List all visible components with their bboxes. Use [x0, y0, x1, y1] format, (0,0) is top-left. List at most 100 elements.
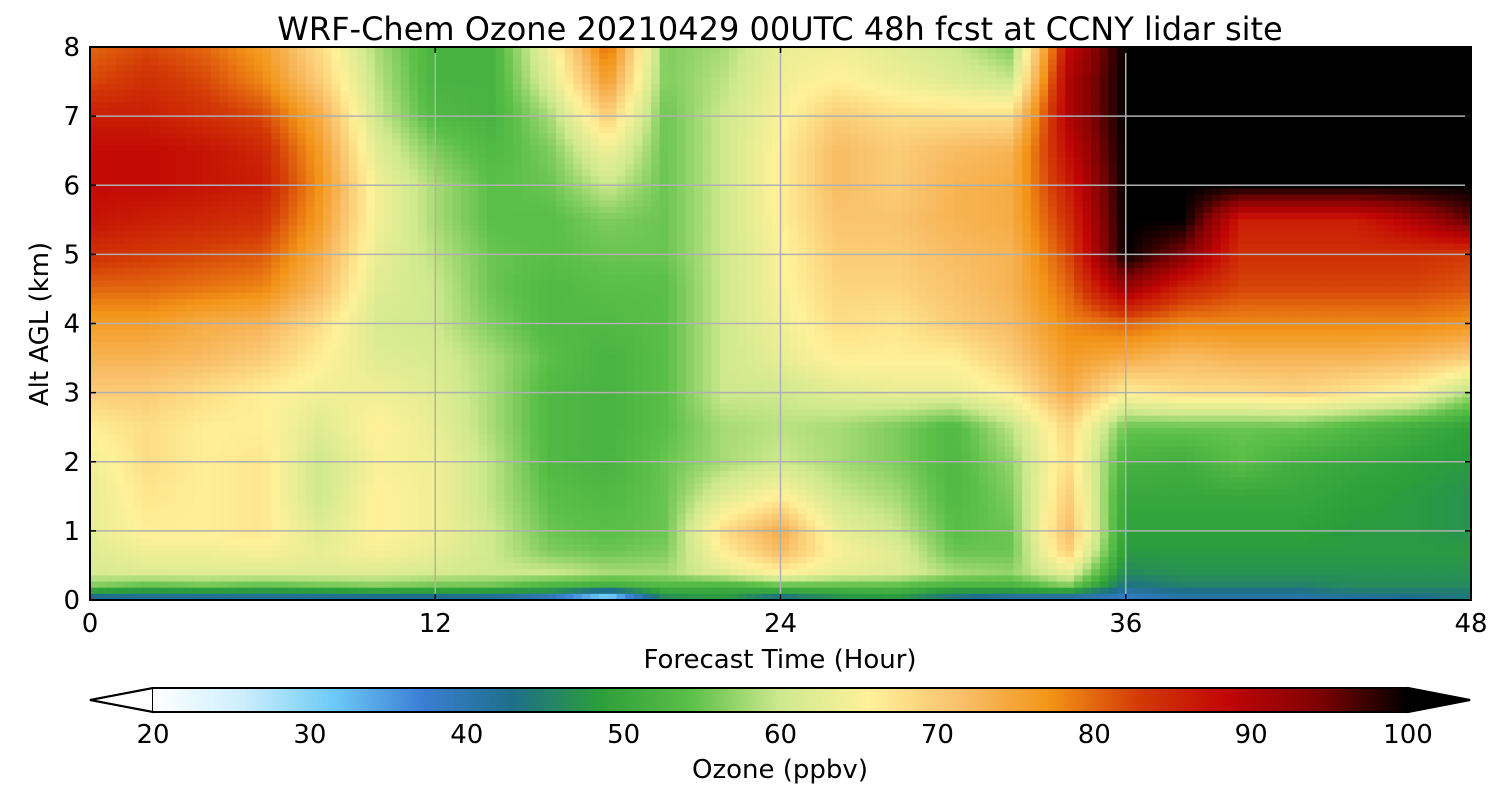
heatmap-cell	[314, 90, 324, 97]
heatmap-cell	[1168, 212, 1179, 220]
heatmap-cell	[1436, 145, 1446, 153]
heatmap-cell	[383, 169, 393, 177]
heatmap-cell	[1263, 83, 1274, 91]
heatmap-cell	[676, 102, 687, 110]
heatmap-cell	[1410, 212, 1420, 220]
heatmap-cell	[909, 163, 920, 171]
heatmap-cell	[1462, 77, 1472, 85]
heatmap-cell	[581, 133, 592, 140]
heatmap-cell	[383, 120, 393, 128]
heatmap-cell	[1117, 176, 1127, 183]
heatmap-cell	[1315, 151, 1325, 159]
heatmap-cell	[1384, 176, 1394, 183]
heatmap-cell	[806, 108, 816, 116]
heatmap-cell	[538, 163, 549, 171]
heatmap-cell	[1143, 65, 1153, 73]
heatmap-cell	[547, 194, 557, 202]
heatmap-cell	[176, 157, 186, 165]
heatmap-cell	[918, 126, 928, 134]
heatmap-cell	[849, 157, 859, 165]
heatmap-cell	[892, 114, 902, 122]
heatmap-cell	[668, 145, 678, 153]
heatmap-cell	[202, 47, 212, 54]
heatmap-cell	[1004, 59, 1015, 67]
heatmap-cell	[754, 53, 764, 60]
heatmap-cell	[866, 77, 877, 85]
heatmap-cell	[133, 200, 143, 208]
heatmap-cell	[547, 169, 557, 177]
heatmap-cell	[1393, 176, 1403, 183]
heatmap-cell	[935, 206, 946, 214]
heatmap-cell	[530, 219, 540, 226]
heatmap-cell	[141, 157, 152, 165]
heatmap-cell	[1401, 206, 1412, 214]
heatmap-cell	[1151, 225, 1161, 232]
heatmap-cell	[1039, 176, 1049, 183]
heatmap-cell	[987, 77, 997, 85]
heatmap-cell	[202, 59, 212, 67]
heatmap-cell	[1186, 83, 1196, 91]
heatmap-cell	[1445, 90, 1455, 97]
heatmap-cell	[374, 126, 385, 134]
heatmap-cell	[1237, 151, 1248, 159]
heatmap-cell	[1462, 225, 1472, 232]
heatmap-cell	[797, 65, 807, 73]
heatmap-cell	[1082, 108, 1092, 116]
heatmap-cell	[1246, 133, 1256, 140]
heatmap-cell	[1289, 59, 1299, 67]
heatmap-cell	[297, 108, 307, 116]
heatmap-cell	[1030, 83, 1041, 91]
heatmap-cell	[711, 151, 721, 159]
heatmap-cell	[210, 59, 221, 67]
heatmap-cell	[193, 212, 203, 220]
heatmap-cell	[1194, 200, 1205, 208]
heatmap-cell	[159, 237, 169, 245]
heatmap-cell	[1307, 231, 1317, 239]
heatmap-cell	[642, 96, 652, 103]
heatmap-cell	[90, 219, 100, 226]
heatmap-cell	[754, 139, 764, 146]
heatmap-cell	[1099, 194, 1110, 202]
heatmap-cell	[944, 225, 954, 232]
heatmap-cell	[1341, 102, 1351, 110]
heatmap-cell	[133, 188, 143, 196]
heatmap-cell	[262, 219, 272, 226]
heatmap-cell	[625, 71, 635, 79]
heatmap-cell	[530, 139, 540, 146]
heatmap-cell	[901, 96, 911, 103]
heatmap-cell	[1056, 71, 1066, 79]
heatmap-cell	[193, 102, 203, 110]
heatmap-cell	[1393, 83, 1403, 91]
heatmap-cell	[538, 108, 549, 116]
heatmap-cell	[1307, 47, 1317, 54]
heatmap-cell	[953, 77, 963, 85]
heatmap-cell	[1237, 83, 1248, 91]
heatmap-cell	[435, 151, 445, 159]
heatmap-cell	[1203, 120, 1213, 128]
heatmap-cell	[1099, 139, 1110, 146]
heatmap-cell	[918, 102, 928, 110]
heatmap-cell	[1419, 225, 1429, 232]
heatmap-cell	[133, 77, 143, 85]
heatmap-cell	[366, 65, 376, 73]
heatmap-cell	[426, 120, 436, 128]
heatmap-cell	[694, 102, 704, 110]
heatmap-cell	[1134, 65, 1144, 73]
heatmap-cell	[400, 59, 410, 67]
heatmap-cell	[953, 53, 963, 60]
heatmap-cell	[469, 102, 479, 110]
heatmap-cell	[789, 133, 799, 140]
heatmap-cell	[417, 163, 428, 171]
heatmap-cell	[297, 169, 307, 177]
heatmap-cell	[228, 212, 238, 220]
heatmap-cell	[1186, 219, 1196, 226]
heatmap-cell	[702, 59, 713, 67]
heatmap-cell	[1453, 96, 1463, 103]
heatmap-cell	[599, 90, 609, 97]
heatmap-cell	[478, 225, 488, 232]
heatmap-cell	[573, 200, 583, 208]
heatmap-cell	[1143, 71, 1153, 79]
heatmap-cell	[1401, 71, 1412, 79]
heatmap-cell	[806, 206, 816, 214]
heatmap-cell	[236, 237, 246, 245]
